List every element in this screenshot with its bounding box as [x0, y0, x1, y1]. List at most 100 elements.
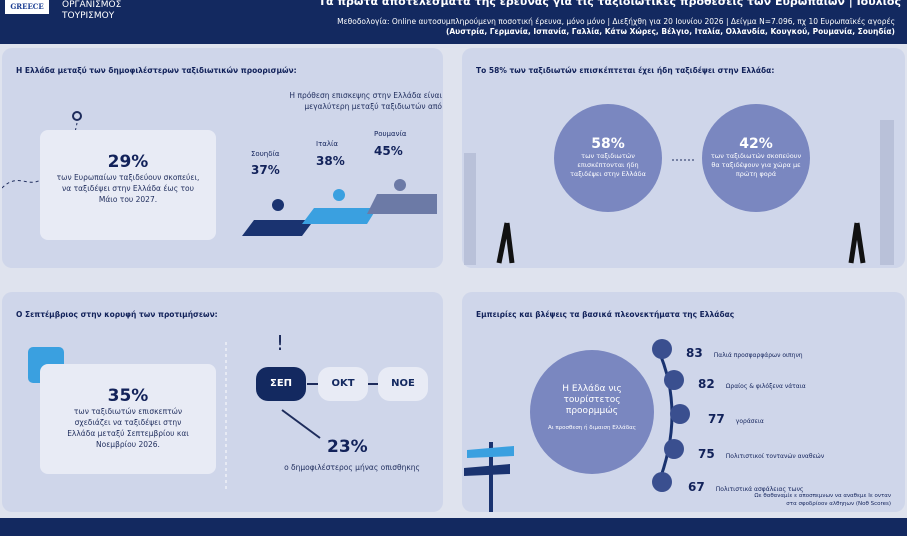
- step: [242, 220, 314, 236]
- line: μεγαλύτερη μεταξύ ταξιδιωτών από: [304, 102, 442, 111]
- method: Μεθοδολογία: Online αυτοσυμπληρούμενη πο…: [337, 17, 895, 37]
- big-value: 35%: [107, 386, 149, 406]
- org-line: ΤΟΥΡΙΣΜΟΥ: [62, 11, 115, 21]
- title: Τα πρώτα αποτελέσματα της έρευνας για τι…: [318, 0, 901, 8]
- item-label: Πολιτιστικά ασφάλειας τωνς: [715, 486, 804, 493]
- decor: [2, 111, 437, 236]
- stat-value: 58%: [591, 136, 625, 152]
- org: ΟΡΓΑΝΙΣΜΟΣ ΤΟΥΡΙΣΜΟΥ: [62, 0, 121, 22]
- icon: [652, 472, 672, 492]
- panel-title: Εμπειρίες και βλέψεις τα βασικά πλεονεκτ…: [476, 310, 735, 319]
- line: προορμμώς: [565, 406, 619, 416]
- line: των Ευρωπαίων ταξιδεύουν σκοπεύει,: [56, 173, 200, 182]
- header: GREECE ΟΡΓΑΝΙΣΜΟΣ ΤΟΥΡΙΣΜΟΥ Τα πρώτα αποτ…: [0, 0, 907, 44]
- stat-text: των ταξιδιωτών επισκέπτονται ήδη ταξιδέψει…: [554, 152, 662, 179]
- pin: [72, 111, 82, 121]
- country: Ρουμανία: [374, 130, 407, 138]
- line: ταξιδέψει στην Ελλάδα: [570, 170, 646, 178]
- decor: [464, 339, 690, 512]
- line: τουρίστετος: [563, 395, 621, 405]
- stat: 42% των ταξιδιωτών σκοπεύουν θα ταξιδέψουν…: [702, 136, 810, 179]
- arrow: [281, 409, 321, 439]
- panel: Το 58% των ταξιδιωτών επισκέπτεται έχει …: [462, 48, 905, 268]
- method-line: (Αυστρία, Γερμανία, Ισπανία, Γαλλία, Κάτ…: [445, 27, 895, 36]
- line: των ταξιδιωτών επισκεπτών: [73, 407, 183, 416]
- icon: [664, 370, 684, 390]
- line: Η πρόθεση επισκεψης στην Ελλάδα είναι: [289, 91, 442, 100]
- item-label: Πολιτιστικοί τοντανών αναθεών: [725, 453, 825, 460]
- icon: [670, 404, 690, 424]
- line: να ταξιδέψει στην Ελλάδα έως του: [62, 184, 194, 193]
- item-value: 82: [698, 377, 715, 391]
- country-value: 37%: [251, 163, 280, 177]
- item: 77 γοράσεια: [708, 408, 764, 427]
- arc: [655, 346, 674, 488]
- alert-icon: !: [276, 331, 284, 355]
- org-line: ΟΡΓΑΝΙΣΜΟΣ: [62, 0, 122, 10]
- circle-text: Η Ελλάδα νις τουρίστετος προορμμώς Αι προσθ…: [534, 384, 650, 434]
- circle: [530, 350, 654, 474]
- item-value: 83: [686, 346, 703, 360]
- item-label: Ωραίος & φιλόξενα νάταια: [725, 383, 806, 390]
- month: ΣΕΠ: [256, 367, 306, 401]
- traveler: [496, 222, 515, 264]
- stat-text: ο δημοφιλέστερος μήνας οπισθηκης: [284, 463, 420, 472]
- card-text: των Ευρωπαίων ταξιδεύουν σκοπεύει, να ταξ…: [40, 172, 216, 205]
- note: Η πρόθεση επισκεψης στην Ελλάδα είναι μεγ…: [272, 90, 442, 112]
- line: Ελλάδα μεταξύ Σεπτεμβρίου και: [67, 429, 189, 438]
- item: 75 Πολιτιστικοί τοντανών αναθεών: [698, 443, 824, 462]
- country: Ιταλία: [316, 140, 339, 148]
- line: σχεδιάζει να ταξιδέψει στην: [74, 418, 182, 427]
- item-label: Παλιά προσφαρφάρων οιπηνη: [713, 352, 803, 359]
- line: πρώτη φορά: [735, 170, 777, 178]
- month: ΝΟΕ: [378, 367, 428, 401]
- step: [302, 208, 377, 224]
- item: 67 Πολιτιστικά ασφάλειας τωνς: [688, 476, 803, 495]
- method-line: Μεθοδολογία: Online αυτοσυμπληρούμενη πο…: [337, 17, 895, 26]
- line: των ταξιδιωτών σκοπεύουν: [710, 152, 802, 160]
- card: 35% των ταξιδιωτών επισκεπτών σχεδιάζει ν…: [40, 364, 216, 474]
- month: ΟΚΤ: [318, 367, 368, 401]
- line: θα ταξιδέψουν για χώρα με: [711, 161, 801, 169]
- stat-value: 42%: [739, 136, 773, 152]
- icon: [664, 439, 684, 459]
- big-value: 29%: [107, 152, 149, 172]
- sign: [464, 464, 510, 476]
- item-value: 77: [708, 412, 725, 426]
- stat-value: 23%: [327, 437, 368, 457]
- line: Ωε θαθαναμίε ε αποσπεμνων να αναθεμε Ιε …: [754, 493, 891, 499]
- pin: [394, 179, 406, 191]
- decor: [464, 104, 894, 265]
- card-text: των ταξιδιωτών επισκεπτών σχεδιάζει να τα…: [40, 406, 216, 450]
- line: στα σφοδρίοον αλθηηων (Νοθ Scores): [786, 501, 891, 507]
- stat-text: των ταξιδιωτών σκοπεύουν θα ταξιδέψουν γι…: [702, 152, 810, 179]
- item-value: 75: [698, 447, 715, 461]
- panel: Η Ελλάδα μεταξύ των δημοφιλέστερων ταξιδ…: [2, 48, 443, 268]
- stat: 58% των ταξιδιωτών επισκέπτονται ήδη ταξιδέ…: [554, 136, 662, 179]
- card: 29% των Ευρωπαίων ταξιδεύουν σκοπεύει, να…: [40, 130, 216, 240]
- pin: [333, 189, 345, 201]
- panel: Ο Σεπτέμβριος στην κορυφή των προτιμήσεω…: [2, 292, 443, 512]
- item: 83 Παλιά προσφαρφάρων οιπηνη: [686, 342, 803, 361]
- logo: GREECE: [5, 0, 49, 14]
- panel-title: Ο Σεπτέμβριος στην κορυφή των προτιμήσεω…: [16, 310, 218, 319]
- signpost: [489, 442, 493, 512]
- step: [367, 194, 437, 214]
- country: Σουηδία: [251, 150, 280, 158]
- item-label: γοράσεια: [735, 418, 764, 425]
- column: [464, 153, 476, 265]
- line: Η Ελλάδα νις: [562, 384, 622, 394]
- panel-title: Το 58% των ταξιδιωτών επισκέπτεται έχει …: [476, 66, 775, 75]
- footnote: Ωε θαθαναμίε ε αποσπεμνων να αναθεμε Ιε …: [754, 492, 891, 508]
- panel: Εμπειρίες και βλέψεις τα βασικά πλεονεκτ…: [462, 292, 905, 512]
- item-value: 67: [688, 480, 705, 494]
- line: των ταξιδιωτών: [581, 152, 635, 160]
- sign: [467, 446, 514, 458]
- icon: [652, 339, 672, 359]
- line: Νοεμβρίου 2026.: [96, 440, 160, 449]
- traveler: [848, 222, 866, 264]
- line: Μάιο του 2027.: [98, 195, 158, 204]
- country-value: 45%: [374, 144, 403, 158]
- circle: [702, 104, 810, 212]
